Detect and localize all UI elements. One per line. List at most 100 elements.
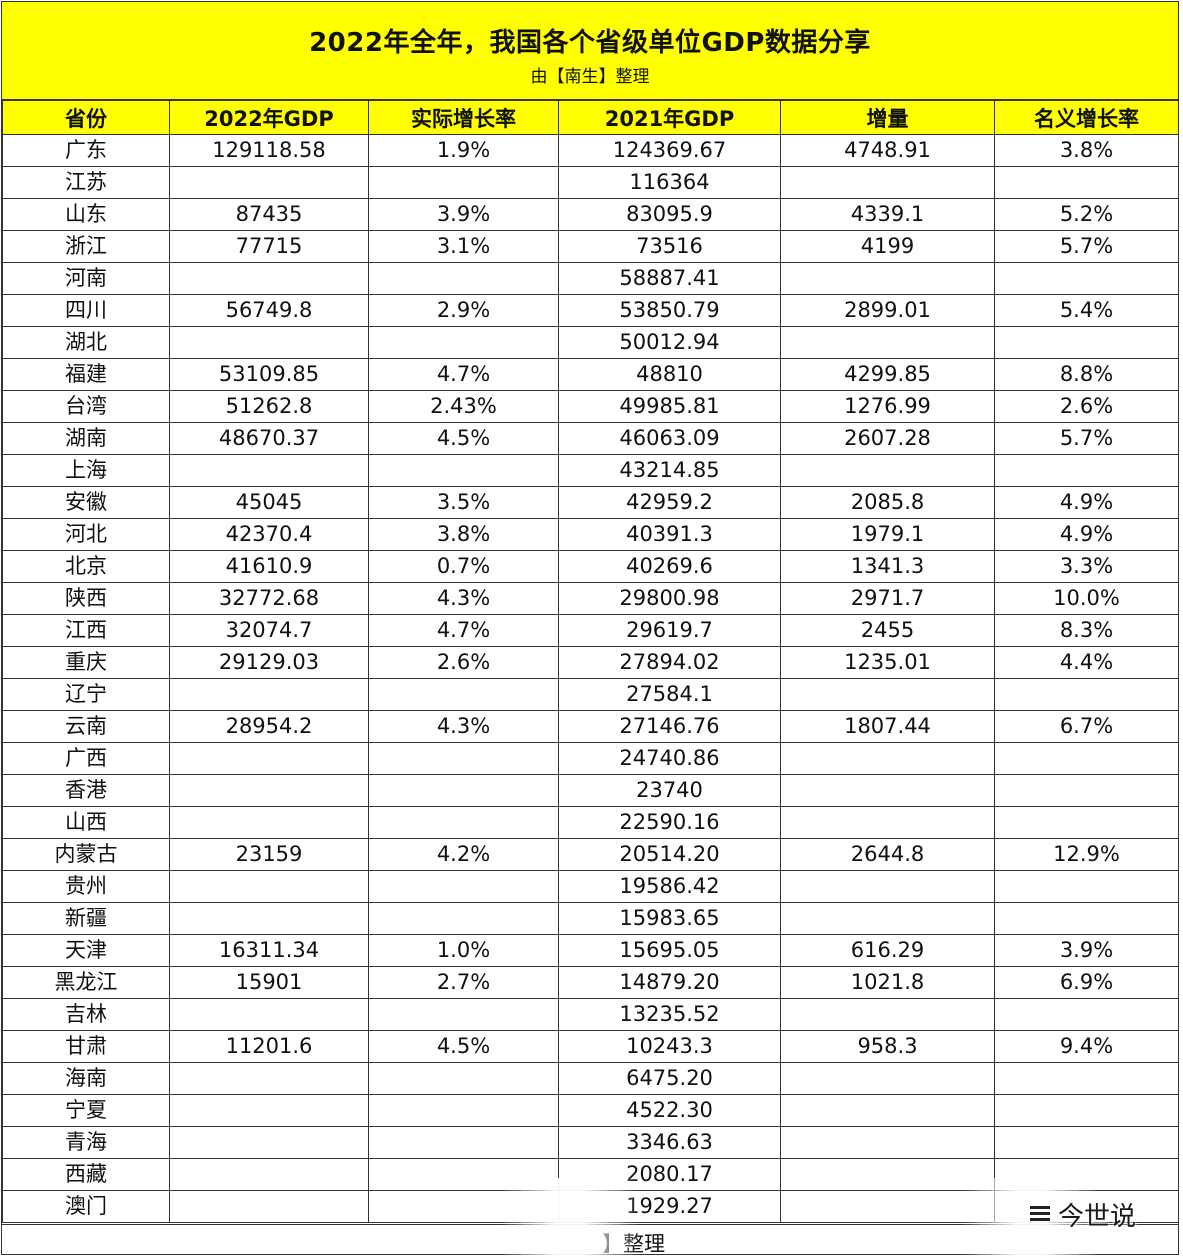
value-cell: 9.4% [994,1030,1179,1063]
value-cell [169,1126,369,1159]
province-cell: 北京 [2,550,170,583]
value-cell [368,1062,559,1095]
value-cell [780,1126,995,1159]
column-header: 2021年GDP [558,100,781,135]
table-row: 山西 22590.16 [2,806,1179,839]
value-cell [780,262,995,295]
province-cell: 湖南 [2,422,170,455]
value-cell: 1979.1 [780,518,995,551]
value-cell: 40391.3 [558,518,781,551]
province-cell: 上海 [2,454,170,487]
province-cell: 山西 [2,806,170,839]
province-cell: 海南 [2,1062,170,1095]
value-cell: 2455 [780,614,995,647]
value-cell [368,806,559,839]
value-cell [780,1158,995,1191]
value-cell: 958.3 [780,1030,995,1063]
table-row: 福建 53109.85 4.7% 48810 4299.85 8.8% [2,358,1179,391]
value-cell: 4299.85 [780,358,995,391]
value-cell: 1341.3 [780,550,995,583]
value-cell: 4748.91 [780,134,995,167]
value-cell: 46063.09 [558,422,781,455]
value-cell: 6475.20 [558,1062,781,1095]
province-cell: 江西 [2,614,170,647]
value-cell: 5.2% [994,198,1179,231]
value-cell: 10243.3 [558,1030,781,1063]
value-cell: 1021.8 [780,966,995,999]
value-cell [780,326,995,359]
province-cell: 山东 [2,198,170,231]
value-cell: 124369.67 [558,134,781,167]
value-cell: 2.43% [368,390,559,423]
value-cell: 14879.20 [558,966,781,999]
value-cell [994,1062,1179,1095]
value-cell [169,1094,369,1127]
table-row: 内蒙古 23159 4.2% 20514.20 2644.8 12.9% [2,838,1179,871]
value-cell [994,262,1179,295]
value-cell: 53850.79 [558,294,781,327]
value-cell [169,166,369,199]
value-cell: 3.8% [368,518,559,551]
table-row: 江苏 116364 [2,166,1179,199]
value-cell: 49985.81 [558,390,781,423]
value-cell: 1276.99 [780,390,995,423]
watermark-fade-left [500,1178,640,1256]
value-cell: 10.0% [994,582,1179,615]
table-row: 河北 42370.4 3.8% 40391.3 1979.1 4.9% [2,518,1179,551]
province-cell: 重庆 [2,646,170,679]
value-cell [368,166,559,199]
value-cell: 4.5% [368,1030,559,1063]
table-row: 浙江 77715 3.1% 73516 4199 5.7% [2,230,1179,263]
province-cell: 陕西 [2,582,170,615]
value-cell: 27894.02 [558,646,781,679]
province-cell: 黑龙江 [2,966,170,999]
value-cell [994,454,1179,487]
table-header-row: 省份 2022年GDP 实际增长率 2021年GDP 增量 名义增长率 [2,100,1179,135]
value-cell: 28954.2 [169,710,369,743]
value-cell [780,742,995,775]
value-cell: 41610.9 [169,550,369,583]
table-row: 新疆 15983.65 [2,902,1179,935]
value-cell: 2607.28 [780,422,995,455]
province-cell: 福建 [2,358,170,391]
table-row: 四川 56749.8 2.9% 53850.79 2899.01 5.4% [2,294,1179,327]
province-cell: 青海 [2,1126,170,1159]
value-cell [994,806,1179,839]
value-cell: 12.9% [994,838,1179,871]
value-cell: 2.6% [368,646,559,679]
value-cell: 32074.7 [169,614,369,647]
value-cell: 29800.98 [558,582,781,615]
value-cell: 48670.37 [169,422,369,455]
value-cell [169,742,369,775]
value-cell: 4.3% [368,582,559,615]
value-cell: 50012.94 [558,326,781,359]
table-row: 广东 129118.58 1.9% 124369.67 4748.91 3.8% [2,134,1179,167]
value-cell: 2899.01 [780,294,995,327]
province-cell: 内蒙古 [2,838,170,871]
province-cell: 河南 [2,262,170,295]
value-cell: 22590.16 [558,806,781,839]
value-cell [780,806,995,839]
value-cell: 42959.2 [558,486,781,519]
page-subtitle: 由【南生】整理 [530,67,650,87]
table-row: 重庆 29129.03 2.6% 27894.02 1235.01 4.4% [2,646,1179,679]
province-cell: 四川 [2,294,170,327]
province-cell: 辽宁 [2,678,170,711]
value-cell [994,1094,1179,1127]
value-cell: 13235.52 [558,998,781,1031]
value-cell [169,326,369,359]
column-header: 增量 [780,100,995,135]
value-cell: 4522.30 [558,1094,781,1127]
province-cell: 天津 [2,934,170,967]
value-cell: 23159 [169,838,369,871]
value-cell: 2.7% [368,966,559,999]
table-row: 贵州 19586.42 [2,870,1179,903]
value-cell [169,454,369,487]
value-cell: 4.4% [994,646,1179,679]
value-cell: 2644.8 [780,838,995,871]
value-cell: 27146.76 [558,710,781,743]
province-cell: 贵州 [2,870,170,903]
watermark-fade-right [960,1178,1100,1256]
value-cell: 4.2% [368,838,559,871]
value-cell [780,678,995,711]
